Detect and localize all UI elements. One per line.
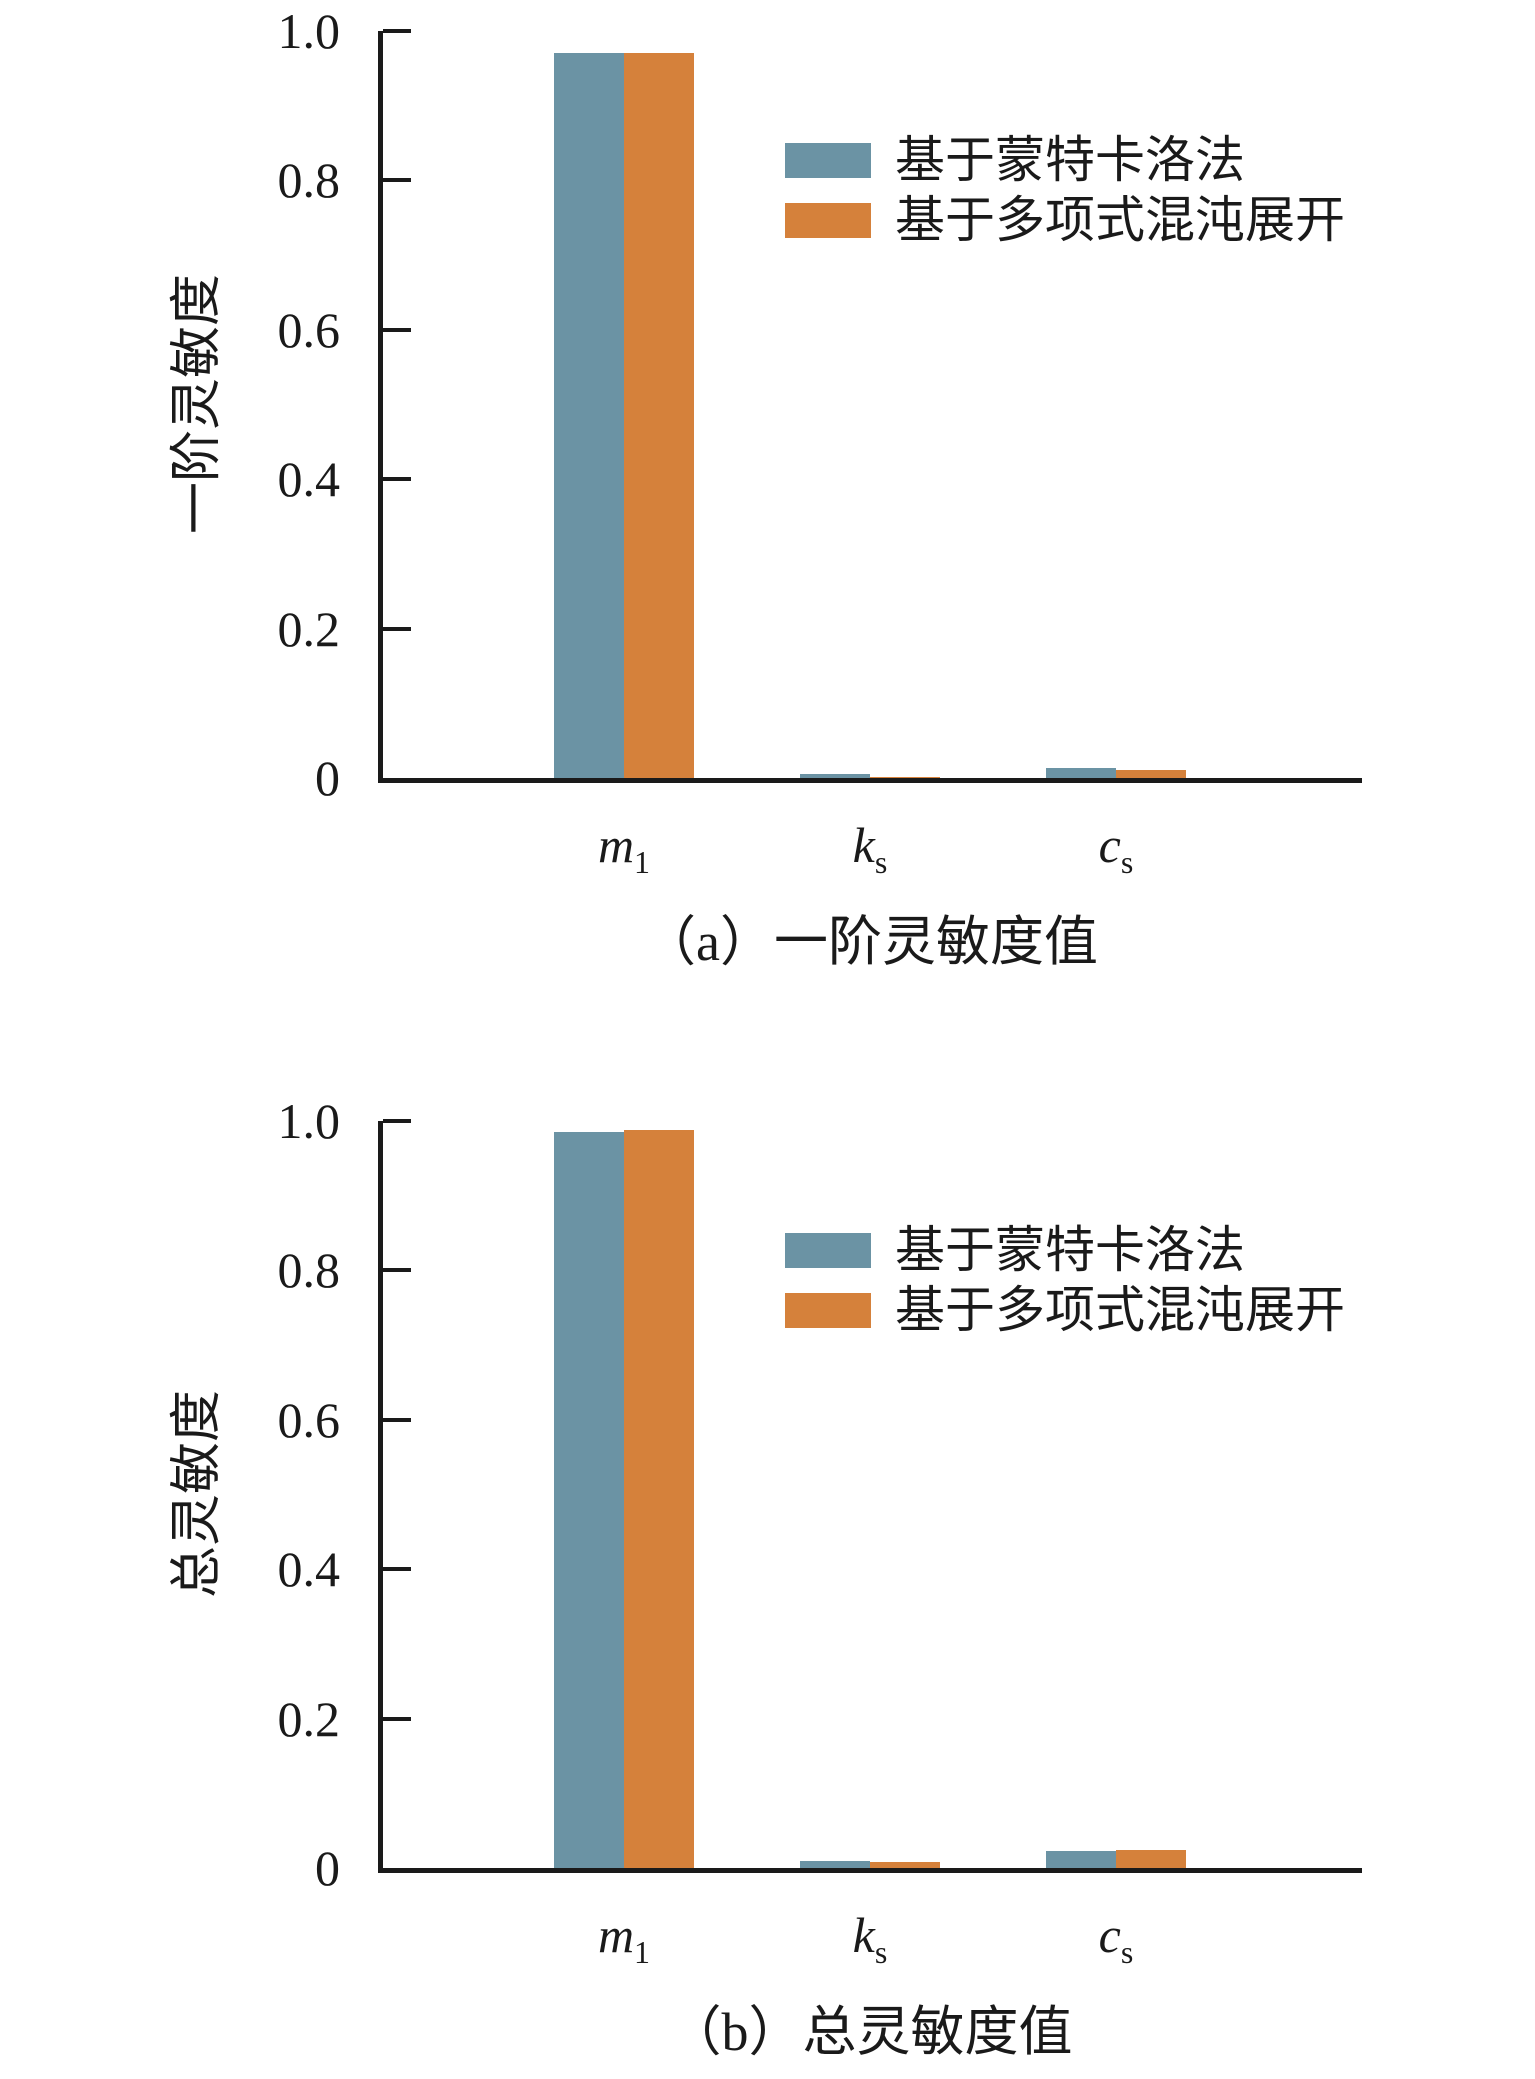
y-tick-label: 0.8 — [277, 152, 341, 209]
bar-pce — [624, 53, 694, 778]
legend-swatch-pce — [785, 1292, 871, 1328]
y-tick — [383, 1119, 411, 1123]
x-category-label: ks — [852, 817, 888, 880]
y-tick — [383, 1417, 411, 1422]
bar-pce — [870, 777, 940, 778]
x-category-label: m1 — [597, 817, 651, 880]
legend: 基于蒙特卡洛法 基于多项式混沌展开 — [785, 1121, 1362, 1351]
legend-label: 基于蒙特卡洛法 — [895, 132, 1245, 188]
legend-label: 基于多项式混沌展开 — [895, 192, 1345, 248]
y-tick-label: 0.2 — [277, 600, 341, 657]
y-axis-line — [378, 31, 383, 783]
y-tick-label: 1.0 — [277, 1093, 341, 1149]
legend-swatch-monte-carlo — [785, 1232, 871, 1268]
y-tick — [383, 477, 411, 482]
chart-first-order-sensitivity: 一阶灵敏度 基于蒙特卡洛法 基于多项式混沌展开 0 0.2 0.4 0.6 0.8 1.0 … — [169, 3, 1362, 972]
plot-area: 基于蒙特卡洛法 基于多项式混沌展开 — [378, 1119, 1362, 1873]
y-tick-label: 0.2 — [277, 1690, 341, 1747]
legend-label: 基于蒙特卡洛法 — [895, 1222, 1245, 1278]
bar-pce — [624, 1129, 694, 1868]
legend-row-monte-carlo: 基于蒙特卡洛法 — [785, 135, 1245, 185]
bar-monte-carlo — [554, 53, 624, 778]
chart-total-sensitivity: 总灵敏度 基于蒙特卡洛法 基于多项式混沌展开 0 0.2 0.4 0.6 0.8 1.0 m… — [0, 1090, 1535, 2079]
y-tick-label: 0 — [315, 750, 340, 806]
bar-monte-carlo — [1046, 768, 1116, 778]
x-category-label: ks — [852, 1907, 888, 1970]
legend-swatch-pce — [785, 202, 871, 238]
legend-swatch-monte-carlo — [785, 142, 871, 178]
plot-area: 基于蒙特卡洛法 基于多项式混沌展开 — [378, 29, 1362, 783]
y-tick — [383, 327, 411, 332]
y-tick — [383, 178, 411, 183]
chart-caption: （a）一阶灵敏度值 — [642, 912, 1098, 972]
y-tick — [383, 626, 411, 631]
y-tick-label: 0.6 — [277, 1391, 341, 1448]
legend-row-pce: 基于多项式混沌展开 — [785, 1285, 1345, 1335]
y-tick — [383, 1567, 411, 1572]
x-axis-line — [378, 1868, 1362, 1873]
bar-pce — [870, 1862, 940, 1868]
bar-monte-carlo — [1046, 1850, 1116, 1868]
legend-row-pce: 基于多项式混沌展开 — [785, 195, 1345, 245]
bar-monte-carlo — [800, 1861, 870, 1868]
y-tick — [383, 1716, 411, 1721]
legend-label: 基于多项式混沌展开 — [895, 1282, 1345, 1338]
bar-monte-carlo — [554, 1132, 624, 1868]
y-tick-label: 0.6 — [277, 301, 341, 358]
y-tick-label: 0.4 — [277, 451, 341, 508]
bar-pce — [1116, 1850, 1186, 1868]
y-tick-label: 0.8 — [277, 1242, 341, 1299]
legend-row-monte-carlo: 基于蒙特卡洛法 — [785, 1225, 1245, 1275]
y-tick-label: 1.0 — [277, 3, 341, 59]
x-category-label: cs — [1098, 1907, 1134, 1970]
legend: 基于蒙特卡洛法 基于多项式混沌展开 — [785, 31, 1362, 261]
bar-monte-carlo — [800, 774, 870, 778]
y-tick — [383, 1268, 411, 1273]
y-tick-label: 0.4 — [277, 1541, 341, 1598]
chart-caption: （b）总灵敏度值 — [667, 2002, 1073, 2062]
x-category-label: cs — [1098, 817, 1134, 880]
bar-pce — [1116, 769, 1186, 778]
y-tick-label: 0 — [315, 1840, 340, 1896]
y-axis-line — [378, 1121, 383, 1873]
x-category-label: m1 — [597, 1907, 651, 1970]
x-axis-line — [378, 778, 1362, 783]
y-tick — [383, 29, 411, 33]
